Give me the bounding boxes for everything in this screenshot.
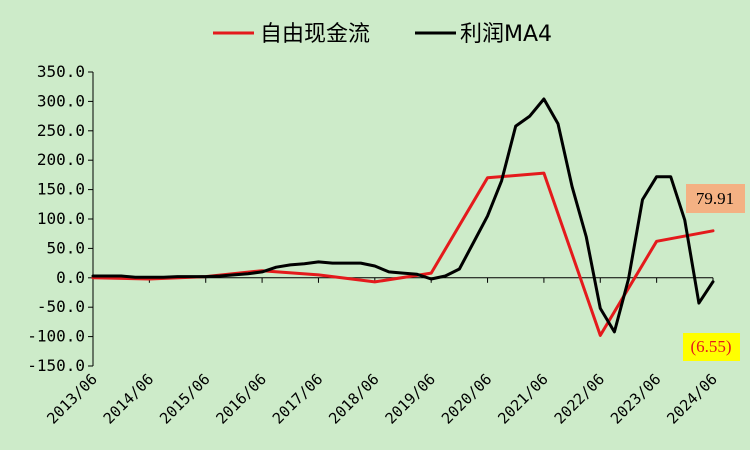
y-tick-label: 0.0 — [56, 268, 85, 287]
y-tick-label: 150.0 — [37, 180, 85, 199]
callout-profit-ma4-box — [683, 333, 740, 361]
y-tick-label: 200.0 — [37, 150, 85, 169]
legend: 自由现金流 利润MA4 — [213, 22, 552, 47]
y-tick-label: 350.0 — [37, 62, 85, 81]
plot-series — [91, 97, 715, 337]
y-tick-label: 50.0 — [46, 238, 85, 257]
legend-label-series-0: 自由现金流 — [260, 22, 370, 47]
callout-free-cash-flow-box — [686, 184, 745, 213]
y-axis: 350.0 300.0 250.0 200.0 150.0 100.0 50.0 0.0 -50… — [27, 62, 94, 375]
callout-free-cash-flow: 79.91 — [686, 184, 745, 213]
series-line-1 — [91, 97, 715, 334]
y-tick-label: -150.0 — [27, 356, 85, 375]
callout-profit-ma4: (6.55) — [683, 333, 740, 361]
callout-profit-ma4-label: (6.55) — [690, 337, 731, 356]
y-tick-label: 250.0 — [37, 121, 85, 140]
callout-free-cash-flow-label: 79.91 — [696, 189, 734, 208]
legend-label-series-1: 利润MA4 — [460, 22, 552, 47]
y-tick-label: 300.0 — [37, 91, 85, 110]
y-tick-label: -50.0 — [37, 297, 85, 316]
y-tick-label: -100.0 — [27, 327, 85, 346]
y-tick-label: 100.0 — [37, 209, 85, 228]
